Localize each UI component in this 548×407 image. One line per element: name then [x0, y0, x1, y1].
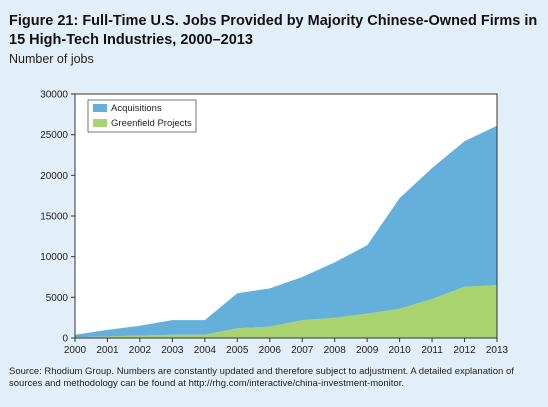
x-tick-label: 2000: [64, 345, 87, 356]
y-tick-label: 5000: [46, 293, 69, 304]
source-note: Source: Rhodium Group. Numbers are const…: [9, 366, 514, 389]
legend-label-acquisitions: Acquisitions: [111, 103, 162, 114]
x-tick-label: 2003: [161, 345, 184, 356]
x-tick-label: 2005: [226, 345, 249, 356]
y-tick-label: 15000: [40, 212, 68, 223]
x-tick-label: 2010: [388, 345, 411, 356]
y-tick-label: 0: [62, 334, 68, 345]
x-tick-label: 2002: [129, 345, 152, 356]
y-tick-label: 20000: [40, 171, 68, 182]
y-tick-label: 10000: [40, 252, 68, 263]
x-tick-label: 2001: [96, 345, 119, 356]
x-tick-label: 2011: [421, 345, 443, 356]
x-tick-label: 2009: [356, 345, 379, 356]
legend: Acquisitions Greenfield Projects: [87, 99, 197, 133]
x-tick-label: 2013: [486, 345, 509, 356]
chart-title: Figure 21: Full-Time U.S. Jobs Provided …: [9, 13, 538, 48]
area-acquisitions: [75, 125, 497, 338]
x-tick-label: 2008: [324, 345, 347, 356]
x-tick-label: 2007: [291, 345, 314, 356]
x-tick-label: 2012: [453, 345, 476, 356]
y-tick-label: 30000: [40, 90, 68, 101]
y-tick-label: 25000: [40, 130, 68, 141]
legend-label-greenfield: Greenfield Projects: [111, 118, 192, 129]
chart-subtitle: Number of jobs: [9, 52, 94, 66]
x-tick-label: 2006: [259, 345, 282, 356]
legend-swatch-acquisitions: [93, 104, 107, 112]
legend-swatch-greenfield: [93, 119, 107, 127]
area-greenfield-projects: [75, 285, 497, 338]
x-tick-label: 2004: [194, 345, 217, 356]
